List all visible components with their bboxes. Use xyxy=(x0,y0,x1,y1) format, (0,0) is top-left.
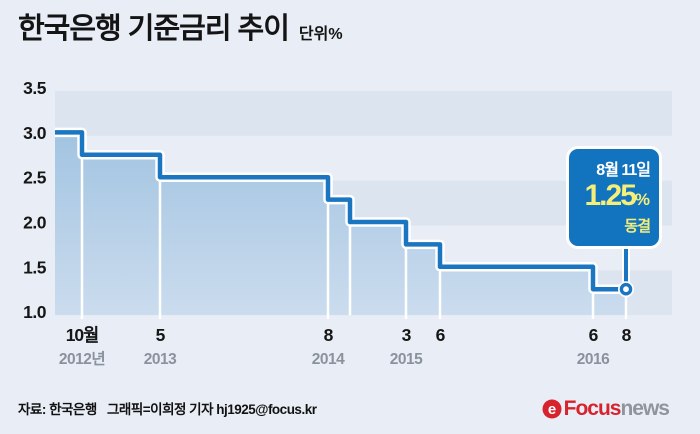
callout-rate-value: 1.25 xyxy=(584,179,636,212)
callout-status: 동결 xyxy=(624,218,651,235)
rate-callout: 8월 11일 1.25% 동결 xyxy=(566,146,662,249)
x-tick-label: 6 xyxy=(436,325,446,345)
y-tick-label: 1.5 xyxy=(23,257,47,277)
page-title: 한국은행 기준금리 추이 xyxy=(18,13,290,45)
focusnews-e-icon: e xyxy=(542,399,562,419)
x-year-label: 2014 xyxy=(312,351,345,368)
source-label: 자료: 한국은행 xyxy=(18,402,97,417)
callout-percent-sign: % xyxy=(634,190,650,209)
x-tick-label: 10월 xyxy=(66,325,99,345)
end-marker xyxy=(619,282,633,296)
unit-label: 단위% xyxy=(298,25,343,43)
footer: 자료: 한국은행 그래픽=이희정 기자 hj1925@focus.kr e Fo… xyxy=(0,392,700,434)
y-tick-label: 2.5 xyxy=(23,168,47,188)
logo-text-focus: Focus xyxy=(563,397,622,420)
x-tick-label: 3 xyxy=(402,325,412,345)
rate-step-line xyxy=(55,130,626,292)
credit-label: 그래픽=이희정 기자 hj1925@focus.kr xyxy=(107,402,317,417)
x-year-label: 2016 xyxy=(577,351,610,368)
focusnews-logo: e Focus news xyxy=(542,397,670,421)
x-year-label: 2012년 xyxy=(59,349,105,368)
x-year-label: 2013 xyxy=(144,351,177,368)
y-tick-label: 3.5 xyxy=(23,78,47,98)
x-tick-label: 6 xyxy=(589,325,599,345)
plot-band xyxy=(55,91,672,136)
y-tick-label: 2.0 xyxy=(23,213,47,233)
x-tick-label: 8 xyxy=(324,325,334,345)
y-tick-label: 3.0 xyxy=(23,123,47,143)
y-tick-label: 1.0 xyxy=(23,302,47,322)
svg-text:e: e xyxy=(547,401,555,418)
x-tick-label: 8 xyxy=(622,325,632,345)
header: 한국은행 기준금리 추이 단위% xyxy=(18,13,343,46)
x-tick-label: 5 xyxy=(156,325,166,345)
callout-rate-row: 1.25% xyxy=(571,181,650,211)
callout-date: 8월 11일 xyxy=(596,162,651,179)
logo-text-news: news xyxy=(620,397,670,420)
x-year-label: 2015 xyxy=(390,351,423,368)
